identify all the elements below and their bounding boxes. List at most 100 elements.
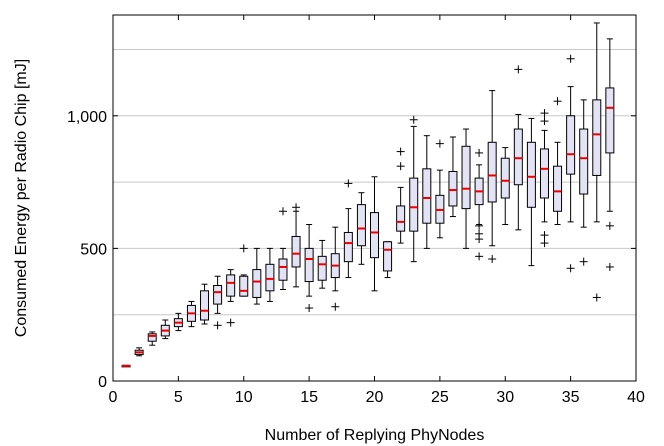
y-tick-label: 500: [80, 241, 107, 258]
outlier-marker: [488, 255, 497, 263]
x-tick-label: 5: [174, 389, 183, 406]
box-iqr: [592, 99, 602, 176]
box-21: [383, 241, 393, 279]
box-iqr: [200, 290, 210, 321]
box-iqr: [553, 165, 563, 212]
box-iqr: [356, 204, 366, 247]
x-tick-label: 35: [562, 389, 580, 406]
box-19: [356, 192, 366, 265]
box-33: [539, 109, 549, 248]
box-23: [409, 115, 419, 263]
outlier-marker: [226, 318, 235, 327]
box-iqr: [213, 285, 223, 305]
outlier-marker: [239, 244, 248, 253]
outlier-marker: [566, 54, 575, 63]
y-axis: 0 500 1,000: [67, 109, 636, 391]
box-iqr: [147, 333, 157, 342]
outlier-marker: [540, 117, 549, 126]
box-27: [461, 128, 471, 249]
box-iqr: [566, 115, 576, 175]
box-3: [147, 331, 157, 346]
x-axis: 0 5 10 15 20 25 30 35 40: [109, 15, 645, 406]
box-iqr: [317, 255, 327, 281]
outlier-marker: [331, 302, 340, 311]
box-11: [252, 247, 262, 305]
outlier-marker: [540, 231, 549, 240]
box-iqr: [579, 128, 589, 195]
box-38: [605, 38, 615, 271]
box-iqr: [265, 263, 275, 292]
box-4: [160, 319, 170, 340]
box-35: [566, 54, 576, 273]
box-iqr: [239, 275, 249, 297]
outlier-marker: [540, 239, 549, 248]
box-1: [121, 364, 131, 368]
outlier-marker: [435, 139, 444, 148]
outlier-marker: [475, 252, 484, 261]
box-6: [186, 300, 196, 328]
box-18: [343, 179, 353, 279]
box-29: [487, 90, 497, 263]
box-series: [121, 22, 615, 368]
box-iqr: [370, 212, 379, 259]
box-iqr: [526, 141, 536, 208]
box-13: [278, 207, 288, 290]
outlier-marker: [396, 162, 405, 171]
box-2: [134, 347, 144, 357]
x-tick-label: 10: [235, 389, 253, 406]
box-9: [226, 269, 236, 327]
outlier-marker: [396, 147, 405, 156]
box-14: [291, 203, 301, 288]
box-25: [435, 139, 445, 239]
box-iqr: [252, 269, 262, 298]
box-iqr: [500, 157, 510, 199]
x-tick-label: 20: [366, 389, 384, 406]
outlier-marker: [213, 321, 222, 330]
box-iqr: [291, 235, 301, 268]
box-iqr: [278, 258, 288, 281]
outlier-marker: [344, 179, 353, 188]
box-8: [213, 275, 223, 330]
box-iqr: [422, 168, 432, 224]
box-7: [200, 283, 210, 325]
box-16: [317, 239, 327, 289]
outlier-marker: [475, 148, 484, 157]
x-tick-label: 15: [300, 389, 318, 406]
box-iqr: [343, 231, 353, 263]
box-iqr: [539, 148, 549, 199]
outlier-marker: [605, 262, 614, 271]
box-iqr: [605, 87, 615, 154]
outlier-marker: [409, 115, 418, 124]
outlier-marker: [553, 97, 562, 106]
box-iqr: [226, 274, 236, 297]
box-30: [500, 147, 510, 226]
x-tick-label: 25: [431, 389, 449, 406]
box-36: [579, 99, 589, 266]
outlier-marker: [475, 221, 484, 230]
box-iqr: [513, 128, 523, 186]
x-axis-label: Number of Replying PhyNodes: [265, 427, 485, 444]
outlier-marker: [278, 207, 287, 216]
box-31: [513, 65, 523, 231]
box-22: [396, 147, 406, 244]
x-tick-label: 0: [109, 389, 118, 406]
box-17: [330, 226, 340, 311]
x-tick-label: 40: [627, 389, 645, 406]
outlier-marker: [592, 293, 601, 302]
outlier-marker: [579, 257, 588, 266]
box-5: [173, 312, 183, 332]
box-12: [265, 247, 275, 302]
box-37: [592, 22, 602, 302]
outlier-marker: [475, 229, 484, 238]
y-tick-label: 0: [98, 374, 107, 391]
box-iqr: [409, 177, 419, 232]
box-26: [448, 136, 458, 218]
box-iqr: [461, 145, 471, 210]
y-tick-label: 1,000: [67, 109, 107, 126]
outlier-marker: [605, 221, 614, 230]
y-axis-label: Consumed Energy per Radio Chip [mJ]: [13, 59, 30, 337]
box-iqr: [304, 247, 314, 283]
box-10: [239, 244, 249, 297]
box-iqr: [448, 170, 458, 207]
